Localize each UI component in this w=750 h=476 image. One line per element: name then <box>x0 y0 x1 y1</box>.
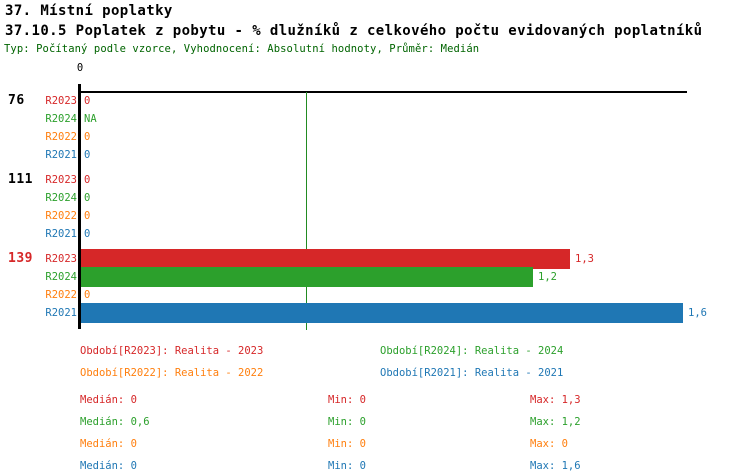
series-label: R2021 <box>45 307 77 319</box>
x-axis-line <box>80 91 687 93</box>
stat-median: Medián: 0 <box>80 394 137 406</box>
value-label: 0 <box>84 228 91 240</box>
median-reference-line <box>306 92 307 330</box>
chart-row: R2021 0 <box>0 224 750 244</box>
legend-item: Období[R2023]: Realita - 2023 <box>80 345 264 357</box>
chart-title: 37.10.5 Poplatek z pobytu - % dlužníků z… <box>5 23 703 39</box>
legend-item: Období[R2024]: Realita - 2024 <box>380 345 564 357</box>
series-label: R2022 <box>45 131 77 143</box>
group-label: 111 <box>8 172 33 187</box>
group-label: 139 <box>8 251 33 266</box>
chart-row: R2024 NA <box>0 109 750 129</box>
value-label: 0 <box>84 149 91 161</box>
page-title: 37. Místní poplatky <box>5 3 173 19</box>
series-label: R2023 <box>45 174 77 186</box>
value-bar <box>81 249 570 269</box>
series-label: R2024 <box>45 113 77 125</box>
chart-row: R2024 0 <box>0 188 750 208</box>
y-axis-line <box>78 84 81 329</box>
value-label: 1,6 <box>688 307 707 319</box>
value-label: NA <box>84 113 97 125</box>
value-label: 0 <box>84 95 91 107</box>
value-label: 1,3 <box>575 253 594 265</box>
group-label: 76 <box>8 93 25 108</box>
stat-max: Max: 1,2 <box>530 416 581 428</box>
series-label: R2022 <box>45 210 77 222</box>
series-label: R2021 <box>45 149 77 161</box>
series-label: R2024 <box>45 271 77 283</box>
chart-row: R2022 0 <box>0 285 750 305</box>
value-bar <box>81 267 533 287</box>
chart-row: R2021 1,6 <box>0 303 750 323</box>
value-label: 1,2 <box>538 271 557 283</box>
chart-row: R2024 1,2 <box>0 267 750 287</box>
stat-median: Medián: 0 <box>80 460 137 472</box>
stat-min: Min: 0 <box>328 460 366 472</box>
value-label: 0 <box>84 174 91 186</box>
stat-min: Min: 0 <box>328 394 366 406</box>
series-label: R2021 <box>45 228 77 240</box>
chart-meta-info: Typ: Počítaný podle vzorce, Vyhodnocení:… <box>4 43 480 55</box>
value-label: 0 <box>84 289 91 301</box>
stat-max: Max: 1,3 <box>530 394 581 406</box>
stat-max: Max: 0 <box>530 438 568 450</box>
value-bar <box>81 303 683 323</box>
stat-min: Min: 0 <box>328 416 366 428</box>
chart-row: R2023 0 <box>0 170 750 190</box>
x-axis-tick-label: 0 <box>76 62 84 74</box>
stat-median: Medián: 0 <box>80 438 137 450</box>
chart-row: R2023 1,3 <box>0 249 750 269</box>
value-label: 0 <box>84 192 91 204</box>
series-label: R2023 <box>45 253 77 265</box>
stat-max: Max: 1,6 <box>530 460 581 472</box>
legend-item: Období[R2022]: Realita - 2022 <box>80 367 264 379</box>
series-label: R2023 <box>45 95 77 107</box>
value-label: 0 <box>84 210 91 222</box>
value-label: 0 <box>84 131 91 143</box>
chart-row: R2022 0 <box>0 206 750 226</box>
chart-row: R2021 0 <box>0 145 750 165</box>
chart-row: R2023 0 <box>0 91 750 111</box>
series-label: R2024 <box>45 192 77 204</box>
stat-min: Min: 0 <box>328 438 366 450</box>
legend-item: Období[R2021]: Realita - 2021 <box>380 367 564 379</box>
series-label: R2022 <box>45 289 77 301</box>
stat-median: Medián: 0,6 <box>80 416 150 428</box>
chart-row: R2022 0 <box>0 127 750 147</box>
